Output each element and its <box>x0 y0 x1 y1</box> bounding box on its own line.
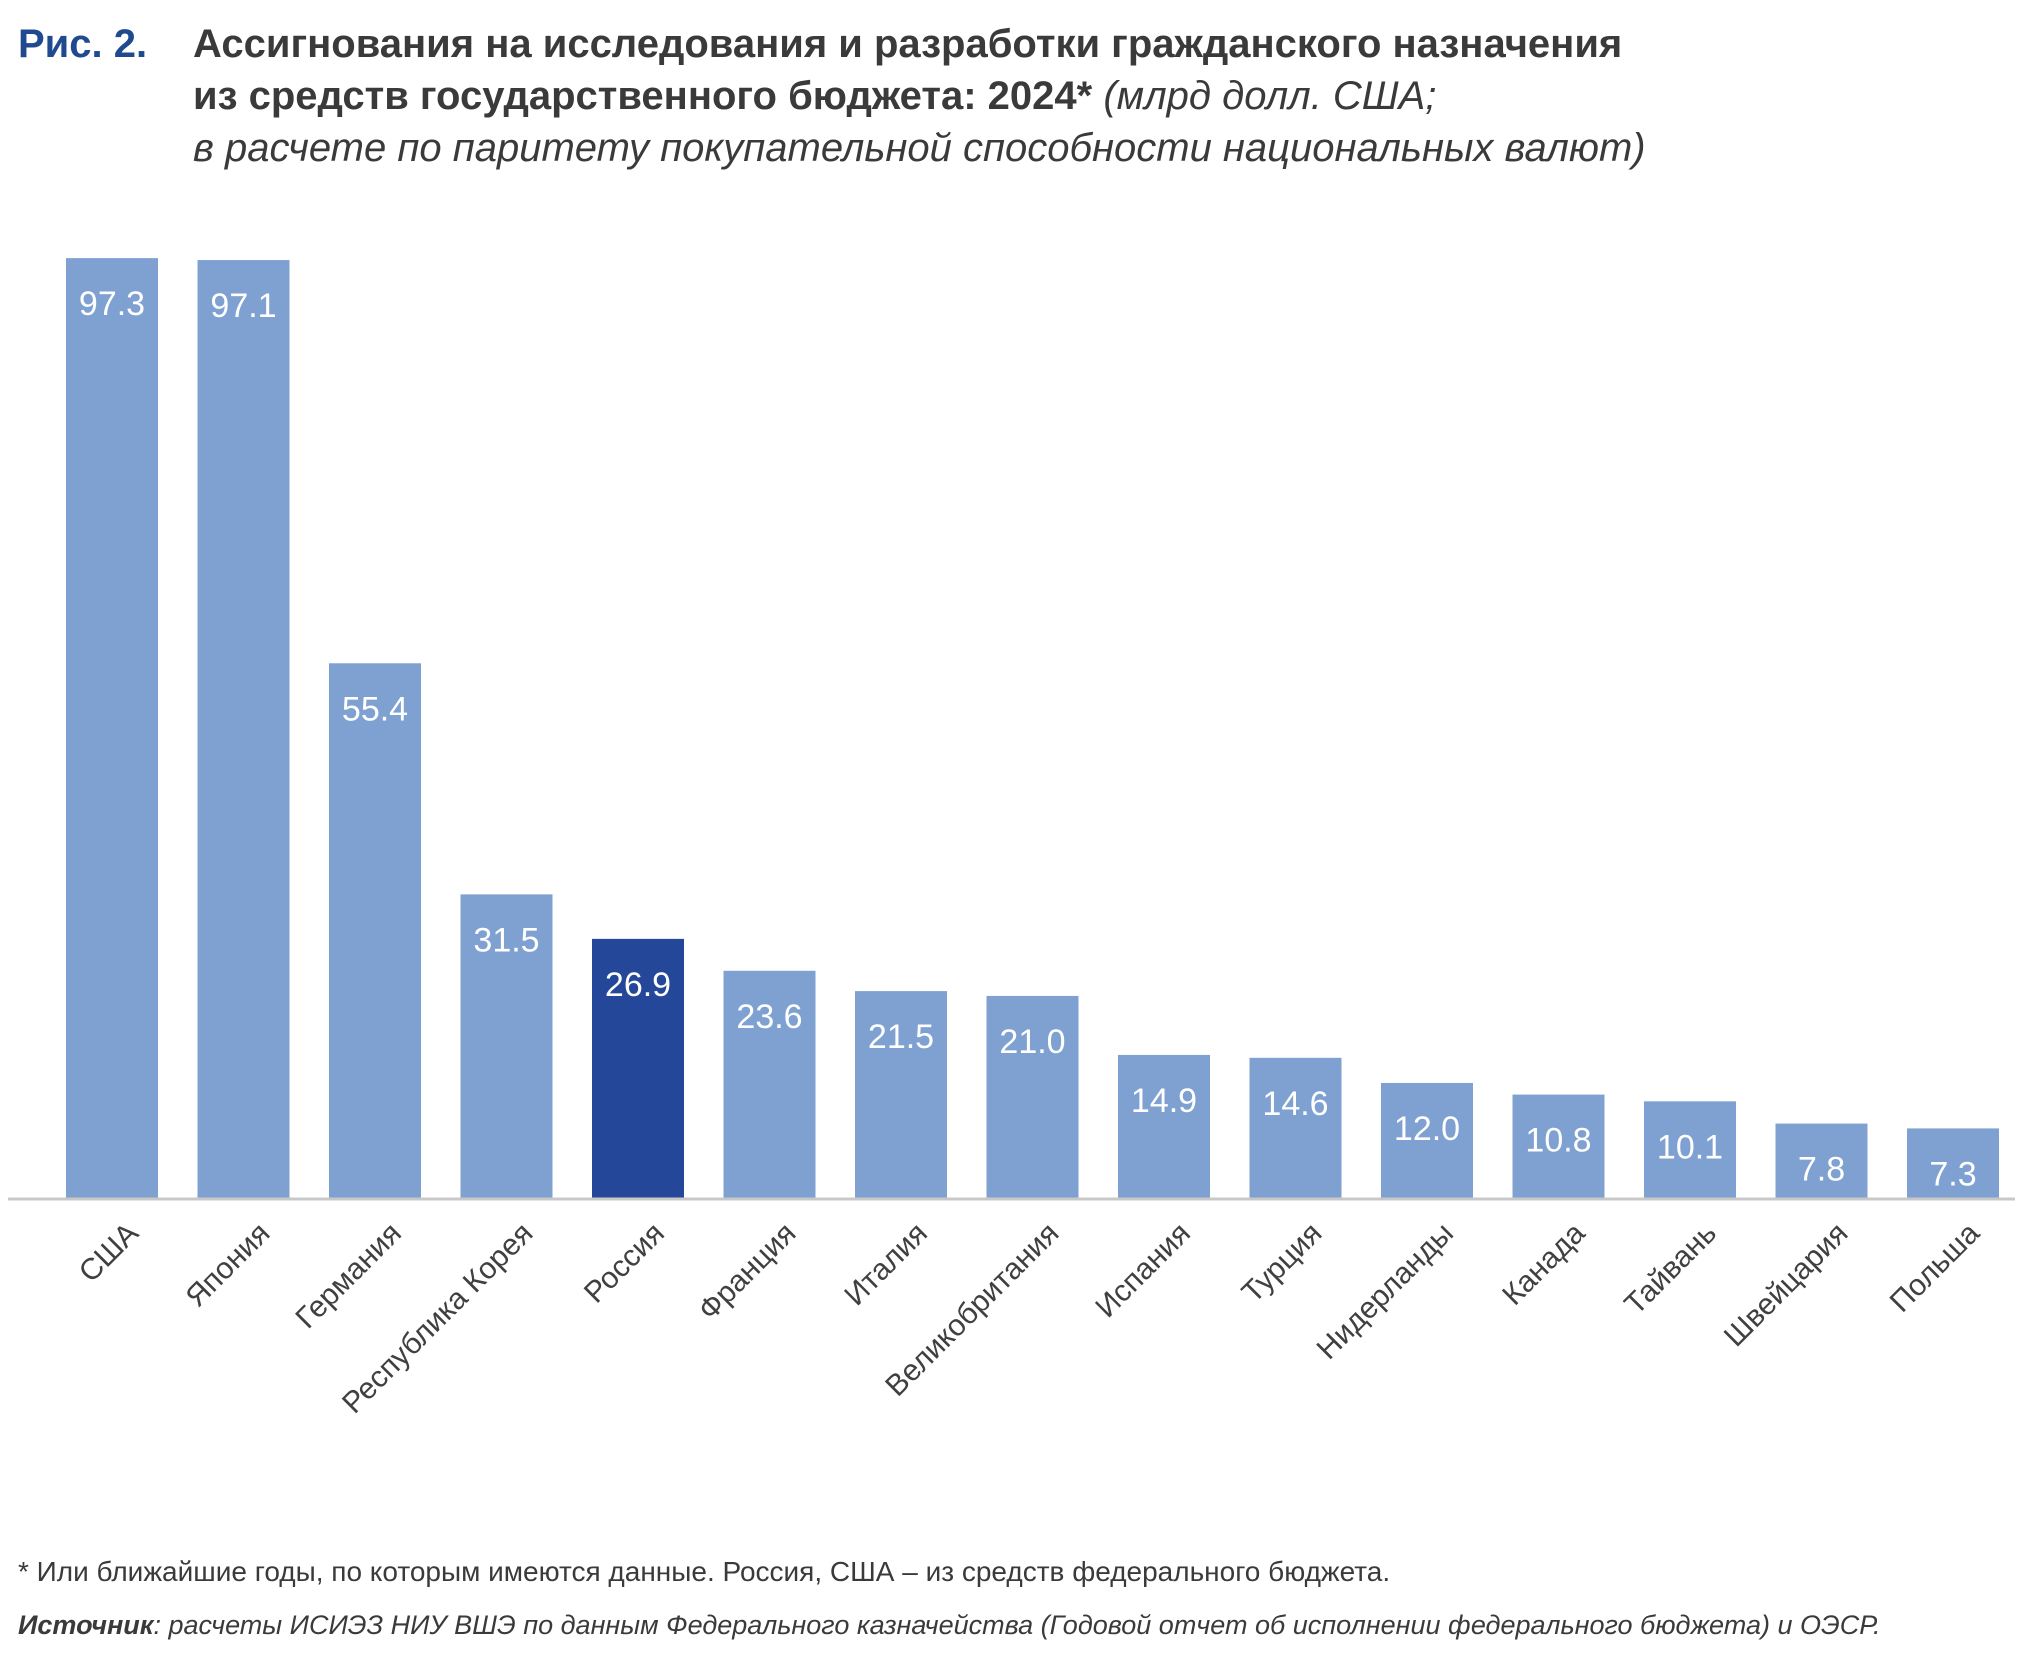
source-note: Источник: расчеты ИСИЭЗ НИУ ВШЭ по данны… <box>18 1610 1881 1641</box>
value-label-2: 55.4 <box>342 690 408 728</box>
bar-14 <box>1907 1128 1999 1199</box>
bar-3 <box>460 894 553 1199</box>
bar-10 <box>1381 1082 1473 1199</box>
bar-9 <box>1249 1057 1342 1199</box>
title-line-2-wrap: из средств государственного бюджета: 202… <box>193 70 1993 122</box>
x-tick-label-1: Япония <box>179 1217 276 1314</box>
bar-7 <box>986 995 1079 1199</box>
x-tick-label-2: Германия <box>290 1217 408 1335</box>
x-tick-label-13: Швейцария <box>1718 1217 1855 1354</box>
value-label-6: 21.5 <box>868 1018 934 1056</box>
footnote: * Или ближайшие годы, по которым имеются… <box>18 1556 1391 1587</box>
bar-4 <box>592 938 684 1199</box>
title-line-3: в расчете по паритету покупательной спос… <box>193 126 1646 170</box>
value-label-5: 23.6 <box>736 998 802 1036</box>
x-tick-label-4: Россия <box>578 1217 671 1310</box>
source-label: Источник <box>18 1610 154 1640</box>
x-tick-label-0: США <box>73 1217 145 1289</box>
x-tick-label-8: Испания <box>1089 1217 1197 1325</box>
bar-12 <box>1644 1101 1736 1199</box>
value-label-1: 97.1 <box>210 287 276 325</box>
bar-8 <box>1118 1054 1210 1199</box>
x-tick-label-12: Тайвань <box>1618 1217 1723 1322</box>
value-label-3: 31.5 <box>473 921 539 959</box>
value-label-12: 10.1 <box>1657 1128 1723 1166</box>
value-label-14: 7.3 <box>1929 1155 1976 1193</box>
value-label-4: 26.9 <box>605 966 671 1004</box>
source-text: : расчеты ИСИЭЗ НИУ ВШЭ по данным Федера… <box>153 1610 1881 1640</box>
x-tick-label-5: Франция <box>692 1217 802 1327</box>
x-tick-label-6: Италия <box>838 1217 934 1313</box>
bar-0 <box>66 258 158 1199</box>
bar-13 <box>1775 1123 1868 1199</box>
x-tick-label-10: Нидерланды <box>1311 1217 1460 1366</box>
bar-1 <box>197 260 290 1200</box>
value-label-7: 21.0 <box>999 1023 1065 1061</box>
value-label-10: 12.0 <box>1394 1110 1460 1148</box>
title-line-1: Ассигнования на исследования и разработк… <box>193 22 1623 66</box>
value-label-0: 97.3 <box>79 285 145 323</box>
x-tick-label-11: Канада <box>1496 1216 1591 1311</box>
title-line-2: из средств государственного бюджета: 202… <box>193 74 1093 118</box>
x-tick-label-14: Польша <box>1884 1216 1986 1318</box>
bar-11 <box>1512 1094 1605 1199</box>
value-label-8: 14.9 <box>1131 1082 1197 1120</box>
figure-label: Рис. 2. <box>18 22 148 66</box>
x-tick-label-9: Турция <box>1236 1217 1329 1310</box>
bar-5 <box>723 970 816 1199</box>
bar-6 <box>855 991 947 1199</box>
bar-2 <box>329 663 421 1199</box>
value-label-9: 14.6 <box>1262 1085 1328 1123</box>
bars-group: 97.3 97.1 55.4 31.5 26.9 23.6 21.5 21.0 14.9 14.6… <box>66 258 1999 1200</box>
chart-title: Ассигнования на исследования и разработк… <box>193 18 1993 174</box>
bar-chart: 97.3 97.1 55.4 31.5 26.9 23.6 21.5 21.0 14.9 14.6… <box>8 258 2015 1420</box>
value-label-11: 10.8 <box>1525 1122 1591 1160</box>
title-unit: (млрд долл. США; <box>1103 74 1437 118</box>
value-label-13: 7.8 <box>1798 1151 1845 1189</box>
